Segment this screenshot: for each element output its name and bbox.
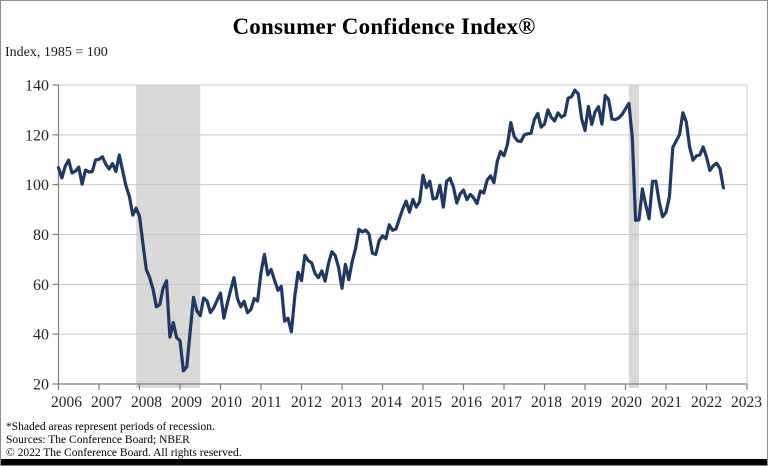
x-axis-label: 2012: [291, 394, 322, 411]
x-axis-label: 2014: [371, 394, 402, 411]
x-axis-label: 2011: [251, 394, 281, 411]
recession-band: [628, 85, 639, 388]
y-axis-label: 80: [33, 227, 49, 244]
footnote-recession-note: *Shaded areas represent periods of reces…: [6, 421, 215, 433]
x-axis-label: 2013: [331, 394, 362, 411]
x-axis-label: 2018: [531, 394, 562, 411]
y-axis-label: 20: [33, 377, 49, 394]
y-axis-label: 120: [25, 127, 49, 144]
x-axis-label: 2019: [571, 394, 602, 411]
cci-data-line: [56, 88, 726, 373]
footnote-sources: Sources: The Conference Board; NBER: [6, 434, 190, 446]
x-axis-label: 2017: [491, 394, 522, 411]
x-axis-label: 2022: [691, 394, 722, 411]
x-axis-label: 2007: [91, 394, 122, 411]
x-axis-label: 2020: [611, 394, 642, 411]
x-axis-label: 2015: [411, 394, 442, 411]
footnotes: *Shaded areas represent periods of reces…: [6, 421, 242, 460]
x-axis-label: 2006: [51, 394, 82, 411]
x-axis-label: 2021: [651, 394, 682, 411]
footnote-copyright: © 2022 The Conference Board. All rights …: [6, 447, 242, 459]
x-axis-label: 2008: [131, 394, 162, 411]
x-axis-label: 2010: [211, 394, 242, 411]
x-axis-label: 2023: [731, 394, 762, 411]
y-axis-label: 140: [25, 78, 49, 95]
y-axis-label: 60: [33, 277, 49, 294]
y-axis-label: 40: [33, 327, 49, 344]
y-axis-label: 100: [25, 177, 49, 194]
x-axis-label: 2009: [171, 394, 202, 411]
x-axis-label: 2016: [451, 394, 482, 411]
chart-title: Consumer Confidence Index®: [232, 14, 536, 39]
y-axis-units-label: Index, 1985 = 100: [5, 45, 108, 60]
bottom-bar-decoration: [1, 459, 767, 465]
